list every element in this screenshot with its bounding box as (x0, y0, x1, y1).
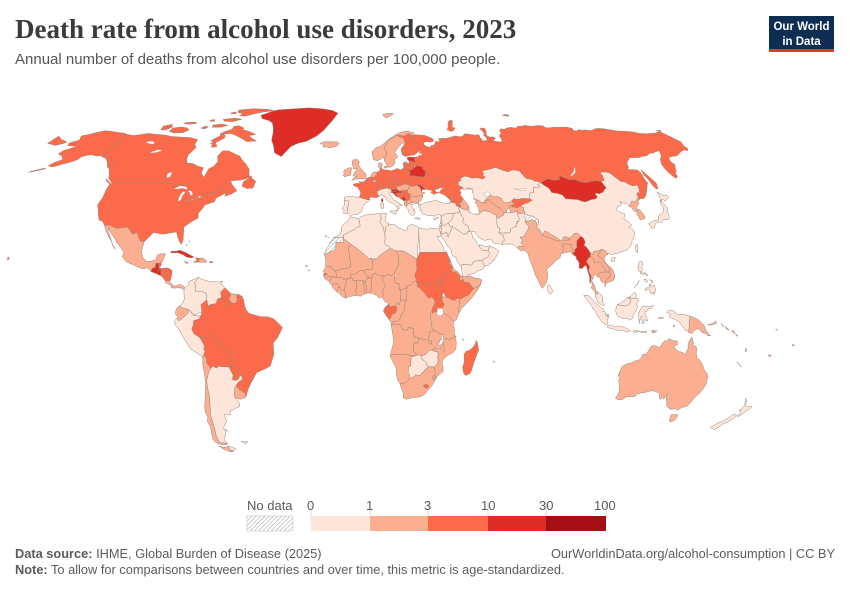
svg-text:30: 30 (539, 498, 553, 513)
svg-text:100: 100 (594, 498, 616, 513)
svg-text:1: 1 (366, 498, 373, 513)
svg-text:10: 10 (481, 498, 495, 513)
svg-text:No data: No data (247, 498, 293, 513)
svg-text:3: 3 (424, 498, 431, 513)
svg-text:0: 0 (307, 498, 314, 513)
